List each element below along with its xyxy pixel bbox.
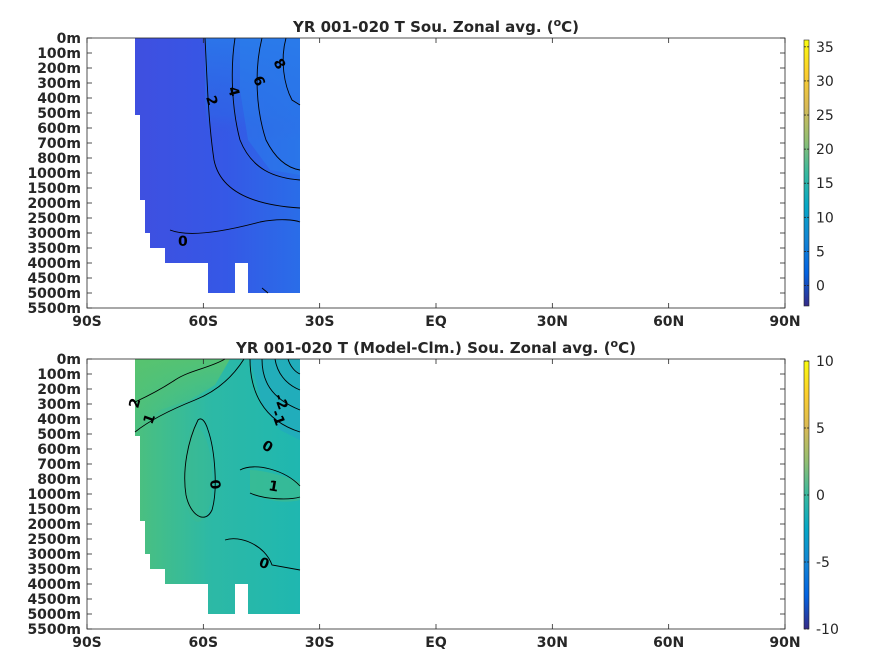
colorbar-tick-label: 25: [816, 108, 834, 124]
y-tick-label: 3000m: [27, 226, 81, 242]
x-tick-label: 90N: [769, 314, 800, 330]
colorbar-1-ticks: 35 30 25 20 15 10 5 0: [804, 40, 834, 295]
y-tick-label: 2000m: [27, 196, 81, 212]
x-tick-label: 30S: [305, 635, 335, 651]
x-tick-label: 30S: [305, 314, 335, 330]
colorbar-tick-label: 5: [816, 244, 825, 260]
y-tick-label: 100m: [37, 46, 81, 62]
colorbar-1: [803, 39, 810, 307]
y-tick-label: 2000m: [27, 517, 81, 533]
y-tick-label: 400m: [37, 91, 81, 107]
chart-2-title: YR 001-020 T (Model-Clm.) Sou. Zonal avg…: [235, 337, 636, 357]
colorbar-tick-label: 20: [816, 142, 834, 158]
y-tick-label: 600m: [37, 442, 81, 458]
y-tick-label: 4000m: [27, 577, 81, 593]
y-tick-label: 300m: [37, 76, 81, 92]
y-tick-label: 0m: [57, 31, 81, 47]
chart-1-title: YR 001-020 T Sou. Zonal avg. (oC): [292, 16, 579, 36]
y-axis-1: 0m100m200m300m400m500m600m700m800m1000m1…: [27, 31, 785, 317]
contour-label: 0: [206, 479, 223, 490]
y-tick-label: 700m: [37, 457, 81, 473]
colorbar-tick-label: -10: [816, 622, 839, 638]
heatmap-field-2: [135, 359, 300, 614]
x-tick-label: 60N: [653, 314, 684, 330]
x-tick-label: 90S: [72, 635, 102, 651]
colorbar-tick-label: 10: [816, 354, 834, 370]
y-tick-label: 2500m: [27, 211, 81, 227]
panel-1: YR 001-020 T Sou. Zonal avg. (oC) 2 4 6 …: [27, 16, 833, 330]
y-tick-label: 300m: [37, 397, 81, 413]
y-tick-label: 200m: [37, 61, 81, 77]
y-tick-label: 200m: [37, 382, 81, 398]
contour-label: -1: [267, 408, 287, 428]
y-tick-label: 4500m: [27, 271, 81, 287]
contour-label: -2: [270, 392, 290, 412]
contour-label: 1: [267, 478, 279, 495]
y-tick-label: 400m: [37, 412, 81, 428]
heatmap-field-1: [135, 38, 300, 293]
x-tick-label: 90N: [769, 635, 800, 651]
x-axis-1: 90S 60S 30S EQ 30N 60N 90N: [72, 38, 801, 330]
colorbar-tick-label: 0: [816, 279, 825, 295]
y-tick-label: 3500m: [27, 562, 81, 578]
x-tick-label: 30N: [537, 635, 568, 651]
colorbar-tick-label: 10: [816, 210, 834, 226]
contours-2: [134, 358, 301, 571]
y-tick-label: 1000m: [27, 166, 81, 182]
colorbar-tick-label: 30: [816, 74, 834, 90]
x-tick-label: 60N: [653, 635, 684, 651]
y-tick-label: 700m: [37, 136, 81, 152]
y-axis-2: 0m100m200m300m400m500m600m700m800m1000m1…: [27, 352, 785, 638]
contour-labels-2: 2 1 -2 -1 0 0 1 0: [126, 392, 290, 573]
colorbar-tick-label: 0: [816, 488, 825, 504]
y-tick-label: 800m: [37, 472, 81, 488]
colorbar-tick-label: 35: [816, 40, 834, 56]
y-tick-label: 1000m: [27, 487, 81, 503]
contour-label: 0: [178, 234, 188, 250]
y-tick-label: 4000m: [27, 256, 81, 272]
contour-label: 4: [224, 85, 242, 99]
y-tick-label: 3500m: [27, 241, 81, 257]
x-axis-2: 90S 60S 30S EQ 30N 60N 90N: [72, 359, 801, 651]
y-tick-label: 100m: [37, 367, 81, 383]
colorbar-2-ticks: 10 5 0 -5 -10: [804, 354, 839, 638]
x-tick-label: EQ: [425, 635, 447, 651]
colorbar-tick-label: -5: [816, 555, 830, 571]
panel-2: YR 001-020 T (Model-Clm.) Sou. Zonal avg…: [27, 337, 838, 651]
y-tick-label: 800m: [37, 151, 81, 167]
x-tick-label: EQ: [425, 314, 447, 330]
colorbar-tick-label: 5: [816, 421, 825, 437]
y-tick-label: 5000m: [27, 286, 81, 302]
y-tick-label: 5500m: [27, 301, 81, 317]
y-tick-label: 5500m: [27, 622, 81, 638]
y-tick-label: 1500m: [27, 502, 81, 518]
y-tick-label: 1500m: [27, 181, 81, 197]
contour-label: 2: [126, 396, 144, 410]
y-tick-label: 3000m: [27, 547, 81, 563]
x-tick-label: 90S: [72, 314, 102, 330]
y-tick-label: 600m: [37, 121, 81, 137]
contours-1: [169, 37, 301, 294]
y-tick-label: 2500m: [27, 532, 81, 548]
x-tick-label: 60S: [189, 635, 219, 651]
contour-label: 2: [202, 94, 220, 108]
colorbar-tick-label: 15: [816, 176, 834, 192]
y-tick-label: 500m: [37, 106, 81, 122]
y-tick-label: 4500m: [27, 592, 81, 608]
x-tick-label: 60S: [189, 314, 219, 330]
y-tick-label: 5000m: [27, 607, 81, 623]
y-tick-label: 500m: [37, 427, 81, 443]
y-tick-label: 0m: [57, 352, 81, 368]
x-tick-label: 30N: [537, 314, 568, 330]
